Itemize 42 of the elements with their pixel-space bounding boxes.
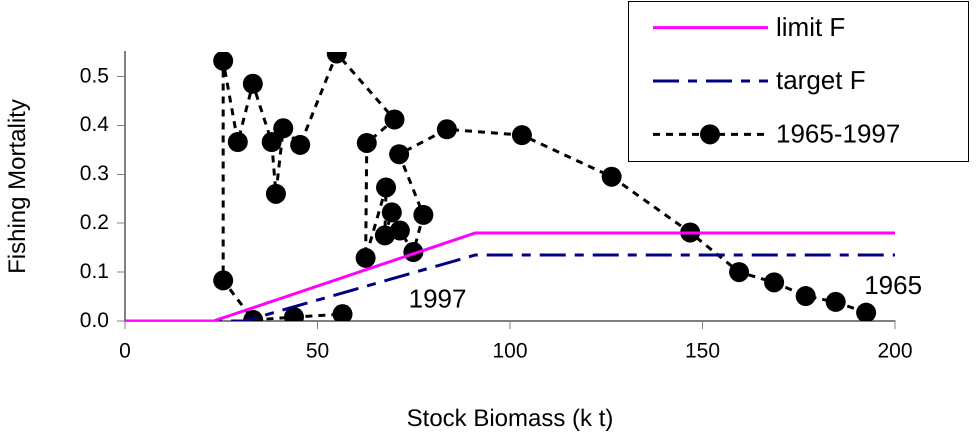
point [796, 286, 816, 306]
point [382, 202, 402, 222]
legend-label: 1965-1997 [776, 118, 900, 149]
point [384, 109, 404, 130]
x-tick-label: 50 [306, 339, 330, 362]
point [213, 270, 234, 290]
y-tick-label: 0.2 [80, 210, 109, 234]
x-tick-label: 150 [684, 339, 720, 362]
point [436, 119, 457, 140]
annotation: 1997 [408, 283, 466, 314]
x-tick-label: 100 [492, 339, 528, 362]
x-axis-title: Stock Biomass (k t) [406, 405, 614, 432]
point [413, 204, 434, 225]
legend-label: target F [776, 65, 866, 96]
point [356, 248, 376, 268]
x-tick-label: 200 [877, 339, 913, 362]
point [729, 262, 750, 282]
y-tick-label: 0.3 [80, 162, 109, 186]
point [389, 144, 410, 164]
y-tick-label: 0.4 [80, 113, 110, 136]
point [374, 225, 395, 246]
annotation: 1965 [864, 270, 922, 300]
point [376, 177, 396, 198]
y-axis-title: Fishing Mortality [4, 99, 32, 274]
point [764, 272, 784, 292]
point [290, 134, 310, 155]
point [242, 74, 263, 94]
point [602, 166, 622, 187]
point [273, 118, 294, 138]
point [856, 302, 876, 321]
y-tick-label: 0.1 [80, 260, 109, 283]
point [512, 125, 532, 146]
x-tick-label: 0 [119, 339, 131, 362]
y-tick-label: 0.0 [80, 308, 109, 332]
point [228, 132, 248, 152]
point [356, 132, 377, 153]
point [262, 132, 282, 152]
point [213, 52, 234, 71]
point [826, 292, 846, 312]
legend-label: limit F [776, 12, 846, 42]
y-tick-label: 0.5 [80, 64, 109, 88]
point [266, 184, 286, 204]
